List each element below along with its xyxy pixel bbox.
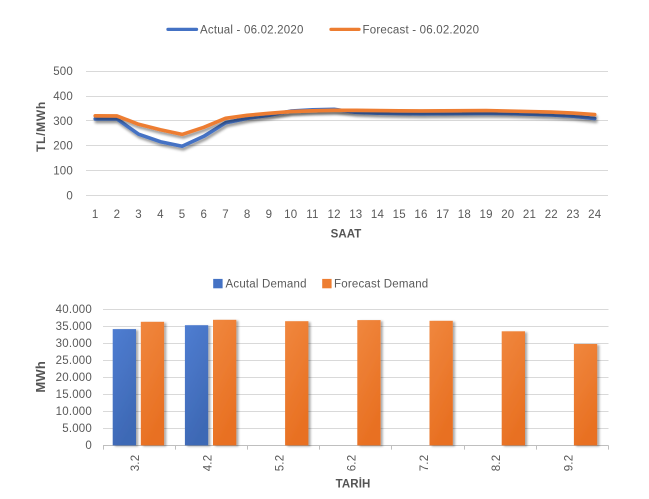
svg-text:11: 11: [306, 209, 318, 221]
svg-text:400: 400: [53, 91, 73, 103]
svg-text:6: 6: [200, 209, 207, 221]
svg-text:7.2: 7.2: [419, 455, 431, 472]
svg-text:Acutal Demand: Acutal Demand: [226, 278, 307, 290]
svg-text:0: 0: [66, 191, 73, 203]
svg-text:15.000: 15.000: [56, 389, 92, 401]
svg-text:Actual - 06.02.2020: Actual - 06.02.2020: [200, 24, 304, 36]
svg-text:35.000: 35.000: [56, 321, 92, 333]
svg-text:6.2: 6.2: [347, 455, 359, 472]
svg-text:300: 300: [53, 116, 73, 128]
svg-text:19: 19: [479, 209, 492, 221]
svg-text:Forecast - 06.02.2020: Forecast - 06.02.2020: [363, 24, 480, 36]
svg-text:20.000: 20.000: [56, 372, 92, 384]
svg-text:TARİH: TARİH: [336, 478, 371, 491]
svg-text:8.2: 8.2: [491, 455, 503, 472]
svg-text:18: 18: [458, 209, 471, 221]
svg-text:12: 12: [327, 209, 340, 221]
svg-text:5: 5: [179, 209, 186, 221]
svg-text:9.2: 9.2: [563, 455, 575, 472]
svg-text:21: 21: [523, 209, 536, 221]
svg-text:14: 14: [371, 209, 385, 221]
svg-text:3.2: 3.2: [130, 455, 142, 472]
svg-text:16: 16: [414, 209, 427, 221]
svg-text:1: 1: [92, 209, 99, 221]
svg-text:10: 10: [284, 209, 297, 221]
svg-text:13: 13: [349, 209, 362, 221]
svg-text:25.000: 25.000: [56, 355, 92, 367]
svg-text:7: 7: [222, 209, 229, 221]
svg-text:TL/MWh: TL/MWh: [34, 101, 48, 152]
svg-text:40.000: 40.000: [56, 304, 92, 316]
svg-text:10.000: 10.000: [56, 406, 92, 418]
svg-text:MWh: MWh: [33, 361, 48, 393]
svg-text:0: 0: [85, 440, 92, 452]
svg-text:17: 17: [436, 209, 449, 221]
svg-text:5.2: 5.2: [275, 455, 287, 472]
svg-text:22: 22: [545, 209, 558, 221]
svg-text:30.000: 30.000: [56, 338, 92, 350]
svg-text:4.2: 4.2: [202, 455, 214, 472]
svg-text:4: 4: [157, 209, 164, 221]
svg-text:15: 15: [393, 209, 406, 221]
svg-text:500: 500: [53, 66, 73, 78]
svg-text:2: 2: [114, 209, 121, 221]
svg-text:100: 100: [53, 166, 73, 178]
svg-text:8: 8: [244, 209, 251, 221]
svg-text:24: 24: [588, 209, 602, 221]
svg-text:5.000: 5.000: [62, 423, 92, 435]
svg-text:200: 200: [53, 141, 73, 153]
svg-text:Forecast Demand: Forecast Demand: [334, 278, 428, 290]
svg-text:3: 3: [135, 209, 142, 221]
svg-text:9: 9: [266, 209, 273, 221]
svg-text:23: 23: [566, 209, 579, 221]
svg-text:SAAT: SAAT: [331, 229, 362, 241]
svg-text:20: 20: [501, 209, 514, 221]
